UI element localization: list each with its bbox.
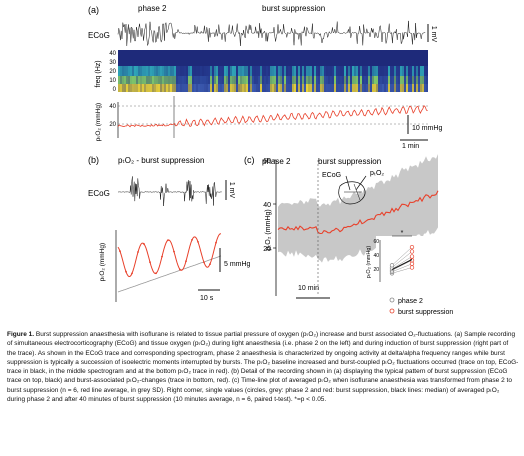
po2-sample-point bbox=[197, 241, 199, 243]
po2-sample-point bbox=[131, 272, 133, 275]
po2-sample-point bbox=[155, 272, 157, 275]
po2-sample-point bbox=[209, 263, 211, 265]
panel-a-po2-scale-label: 10 mmHg bbox=[412, 125, 442, 132]
freq-tick-30: 30 bbox=[109, 60, 116, 66]
freq-tick-20: 20 bbox=[109, 69, 116, 75]
freq-tick-10: 10 bbox=[109, 78, 116, 84]
po2-tick-40: 40 bbox=[109, 104, 116, 110]
panel-c-significance-star: * bbox=[401, 230, 404, 237]
legend-phase2-marker bbox=[389, 297, 395, 303]
po2-sample-point bbox=[203, 261, 205, 264]
panel-c-inset-ecog-label: ECoG bbox=[322, 172, 341, 179]
inset-pair-line bbox=[391, 251, 413, 268]
panel-a-spectrogram bbox=[118, 50, 428, 92]
panel-a-po2-trace bbox=[117, 105, 428, 128]
panel-b-ecog-label: ECoG bbox=[88, 189, 110, 198]
panel-a-phase2-label: phase 2 bbox=[138, 4, 167, 13]
panel-c-y-axis-label: pₜO₂ (mmHg) bbox=[265, 209, 272, 250]
po2-sample-point bbox=[149, 261, 151, 263]
panel-a-po2-axis-label: pₜO₂ (mmHg) bbox=[95, 103, 102, 141]
panel-c-sd-band bbox=[278, 154, 438, 263]
inset-burst-point bbox=[409, 261, 415, 266]
freq-tick-40: 40 bbox=[109, 51, 116, 57]
po2-sample-point bbox=[215, 241, 217, 244]
inset-tick-40: 40 bbox=[373, 253, 379, 259]
panel-a-label: (a) bbox=[88, 5, 99, 15]
panel-b-po2-scale-label: 5 mmHg bbox=[224, 261, 251, 268]
po2-sample-point bbox=[143, 243, 145, 245]
po2-sample-point bbox=[179, 268, 181, 271]
panel-c-mean-line bbox=[277, 190, 439, 235]
panel-b-label: (b) bbox=[88, 155, 99, 165]
inset-pair-line bbox=[391, 267, 413, 274]
po2-sample-point bbox=[161, 255, 163, 258]
inset-median-line bbox=[391, 259, 413, 271]
freq-tick-0: 0 bbox=[113, 87, 117, 93]
panel-c-inset-points bbox=[389, 244, 415, 276]
legend-burst-marker bbox=[389, 308, 395, 314]
panel-c-inset-po2-label: pₜO₂ bbox=[370, 170, 384, 177]
panel-c-phase2-label: phase 2 bbox=[262, 157, 291, 166]
po2-sample-point bbox=[191, 239, 193, 241]
c-tick-60: 60 bbox=[263, 158, 271, 165]
caption-text: Burst suppression anaesthesia with isofl… bbox=[7, 331, 519, 404]
inset-phase2-point bbox=[389, 263, 395, 268]
panel-c-label: (c) bbox=[244, 155, 255, 165]
panel-c-inset-y-label: pₜO₂ (mmHg) bbox=[366, 246, 372, 279]
legend-burst-label: burst suppression bbox=[398, 309, 453, 316]
po2-sample-point bbox=[167, 239, 169, 242]
panel-b-title: pₜO₂ - burst suppression bbox=[118, 156, 204, 165]
panel-c-time-scale-label: 10 min bbox=[298, 285, 319, 292]
panel-a-ecog-label: ECoG bbox=[88, 31, 110, 40]
figure-caption: Figure 1. Burst suppression anaesthesia … bbox=[7, 330, 519, 404]
inset-pair-line bbox=[391, 256, 413, 270]
panel-b-po2-points bbox=[119, 239, 217, 275]
panel-b-baseline-trace bbox=[117, 255, 222, 293]
inset-tick-20: 20 bbox=[373, 267, 379, 273]
panel-b-time-scale-label: 10 s bbox=[200, 295, 214, 302]
panel-b-po2-trace bbox=[117, 233, 222, 278]
brain-schematic-icon bbox=[338, 175, 367, 205]
panel-a-freq-axis-label: freq (Hz) bbox=[95, 60, 102, 87]
inset-burst-point bbox=[409, 249, 415, 254]
c-tick-20: 20 bbox=[263, 246, 271, 253]
panel-a-time-scale-label: 1 min bbox=[402, 143, 419, 150]
figure-panels: (a) phase 2 burst suppression ECoG 1 mV … bbox=[88, 4, 453, 316]
inset-pair-line bbox=[391, 259, 413, 271]
panel-b-ecog-scale-label: 1 mV bbox=[228, 182, 235, 199]
c-tick-40: 40 bbox=[263, 202, 271, 209]
inset-pair-line bbox=[391, 263, 413, 273]
panel-a-ecog-trace bbox=[117, 20, 426, 46]
po2-sample-point bbox=[119, 250, 121, 253]
panel-a-freq-ticks: 40 30 20 10 0 bbox=[109, 51, 116, 93]
po2-sample-point bbox=[137, 251, 139, 253]
legend-phase2-label: phase 2 bbox=[398, 298, 423, 305]
panel-a-ecog-scale-label: 1 mV bbox=[430, 26, 437, 43]
po2-tick-20: 20 bbox=[109, 122, 116, 128]
po2-sample-point bbox=[173, 250, 175, 253]
inset-burst-point bbox=[409, 254, 415, 259]
panel-b-ecog-trace bbox=[117, 176, 222, 207]
inset-pair-line bbox=[391, 246, 413, 266]
panel-b-po2-axis-label: pₜO₂ (mmHg) bbox=[99, 243, 106, 281]
panel-c-burst-label: burst suppression bbox=[318, 157, 381, 166]
inset-tick-60: 60 bbox=[373, 239, 379, 245]
po2-sample-point bbox=[185, 260, 187, 263]
panel-c-y-ticks: 60 40 20 bbox=[263, 158, 276, 253]
inset-burst-point bbox=[409, 244, 415, 250]
panel-a-burst-label: burst suppression bbox=[262, 4, 325, 13]
figure-label: Figure 1. bbox=[7, 331, 35, 338]
inset-burst-point bbox=[409, 265, 415, 270]
po2-sample-point bbox=[125, 270, 127, 273]
